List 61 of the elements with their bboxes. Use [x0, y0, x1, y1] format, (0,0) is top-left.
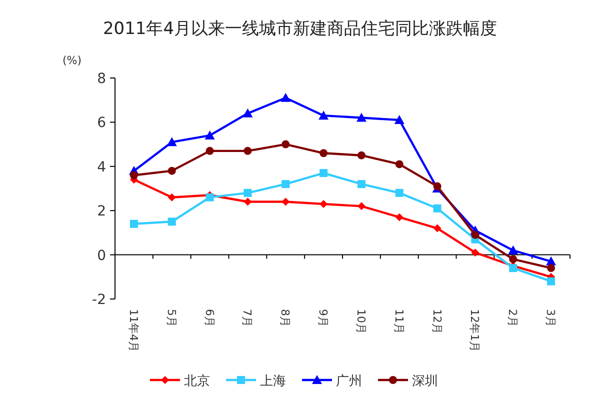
y-tick-label: -2 [92, 292, 106, 308]
legend-label: 广州 [336, 374, 362, 389]
point [356, 112, 366, 122]
x-tick-label: 3月 [544, 309, 558, 327]
legend-label: 上海 [260, 374, 286, 389]
x-tick-label: 7月 [240, 309, 254, 327]
y-tick-label: 4 [97, 159, 106, 176]
x-tick-label: 9月 [316, 309, 330, 327]
point [244, 188, 252, 197]
y-tick-label: 8 [97, 71, 106, 87]
point [244, 146, 252, 155]
point [509, 255, 518, 264]
point [282, 198, 290, 206]
point [130, 171, 138, 180]
y-tick-label: 0 [97, 248, 106, 264]
point [357, 202, 366, 210]
point [244, 198, 252, 206]
point [206, 146, 214, 155]
point [395, 188, 404, 197]
point [320, 200, 328, 208]
point [168, 193, 176, 202]
x-tick-label: 6月 [202, 309, 216, 327]
legend-label: 深圳 [412, 374, 438, 389]
point [130, 220, 138, 228]
point [166, 137, 177, 146]
point [282, 180, 290, 188]
point [395, 213, 404, 222]
point [433, 204, 442, 212]
point [394, 114, 404, 124]
x-tick-label: 12月 [430, 309, 444, 334]
point [508, 245, 518, 254]
point [282, 140, 290, 148]
point [357, 151, 366, 160]
legend-label: 北京 [184, 374, 210, 389]
point [471, 248, 480, 257]
x-tick-label: 11月 [392, 309, 406, 334]
point [547, 264, 556, 272]
point [357, 180, 366, 188]
point [168, 166, 176, 175]
x-tick-label: 8月 [278, 309, 292, 327]
x-tick-label: 10月 [354, 309, 368, 334]
point [168, 218, 176, 226]
point [433, 224, 442, 232]
y-axis-title: (%) [62, 54, 82, 67]
point [204, 130, 215, 140]
y-tick-label: 6 [97, 115, 106, 132]
chart-title: 2011年4月以来一线城市新建商品住宅同比涨跌幅度 [102, 19, 498, 39]
point [509, 264, 518, 272]
point [242, 108, 253, 118]
point [280, 92, 291, 102]
y-tick-label: 2 [97, 204, 106, 220]
point [395, 160, 404, 168]
point [318, 110, 329, 120]
point [320, 149, 328, 158]
point [320, 169, 328, 178]
point [547, 277, 556, 286]
x-tick-label: 2月 [506, 309, 520, 327]
point [471, 230, 480, 239]
x-tick-label: 5月 [164, 309, 178, 327]
x-tick-label: 11年4月 [126, 309, 140, 352]
x-tick-label: 12年1月 [468, 309, 482, 352]
